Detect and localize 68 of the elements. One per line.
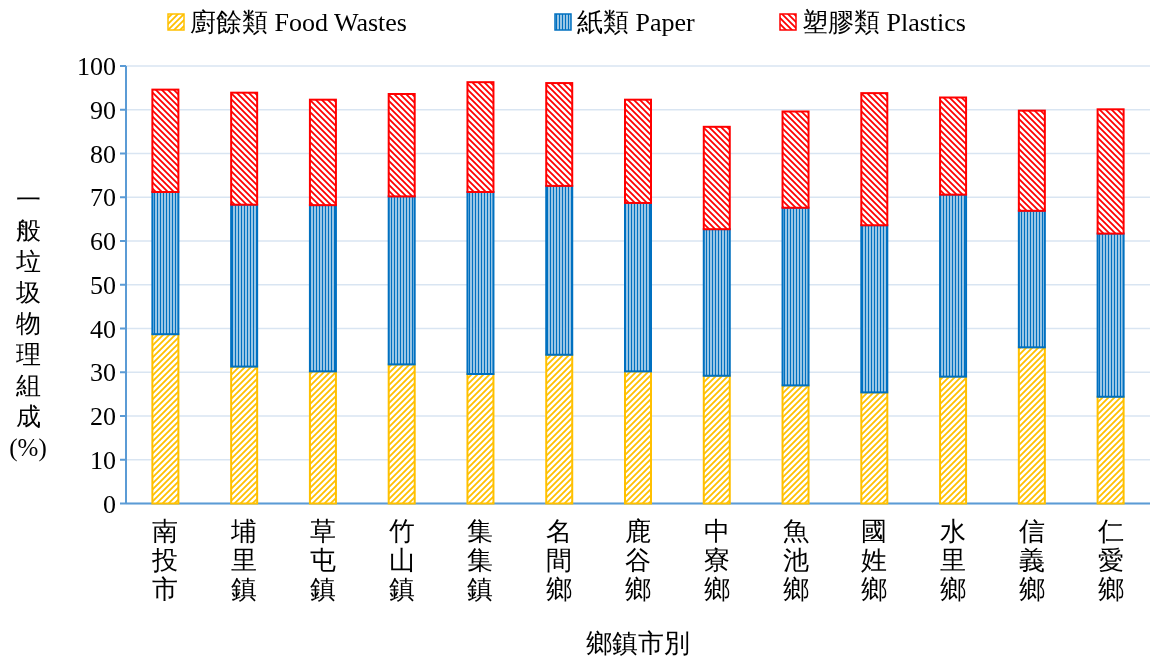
y-tick-label: 10 [90, 445, 116, 475]
y-tick-label: 30 [90, 358, 116, 388]
bar [308, 98, 337, 207]
bar [624, 201, 652, 373]
x-tick-label: 魚池鄉 [782, 517, 809, 604]
bar [1096, 232, 1125, 398]
bar [308, 204, 337, 373]
bar [939, 375, 968, 505]
bar [545, 353, 574, 505]
bar [702, 228, 731, 377]
bar [387, 93, 416, 198]
bar [308, 370, 337, 505]
x-tick-label: 水里鄉 [940, 517, 967, 604]
bar [1017, 346, 1046, 505]
bar [466, 373, 495, 505]
x-tick-label: 埔里鎮 [230, 517, 258, 604]
legend-label: 廚餘類 Food Wastes [190, 8, 407, 37]
bar [1017, 109, 1046, 212]
y-tick-label: 50 [90, 270, 116, 300]
bar [466, 191, 495, 375]
x-tick-label: 仁愛鄉 [1096, 517, 1124, 604]
bar [151, 191, 180, 336]
x-tick-label: 竹山鎮 [388, 517, 415, 604]
bar [624, 370, 652, 505]
bar [702, 374, 731, 505]
x-tick-label: 草屯鎮 [309, 517, 336, 604]
bar [860, 224, 889, 394]
bar [781, 384, 810, 505]
legend-label: 紙類 Paper [577, 8, 696, 37]
bar [860, 92, 889, 227]
bar [151, 88, 180, 193]
bar [1017, 209, 1046, 349]
y-tick-label: 100 [77, 52, 116, 81]
legend-label: 塑膠類 Plastics [802, 8, 966, 37]
y-tick-label: 40 [90, 314, 116, 344]
bar [545, 82, 574, 187]
bar [387, 363, 416, 505]
y-tick-label: 0 [103, 489, 116, 519]
y-tick-label: 70 [90, 183, 116, 213]
x-tick-label: 信義鄉 [1018, 517, 1045, 604]
bar [230, 365, 259, 505]
bar [230, 91, 259, 206]
y-tick-label: 60 [90, 227, 116, 256]
x-tick-label: 國姓鄉 [861, 517, 888, 604]
x-axis-title: 鄉鎮市別 [586, 629, 690, 658]
bar [230, 203, 259, 368]
bar [781, 206, 810, 387]
x-tick-label: 中寮鄉 [703, 517, 730, 604]
bar [1096, 395, 1125, 505]
x-tick-label: 南投市 [151, 517, 179, 604]
bar [466, 81, 495, 193]
bar [860, 391, 889, 505]
bar [939, 193, 968, 378]
x-tick-label: 集集鎮 [467, 517, 494, 604]
bar [151, 333, 180, 505]
text: 一般垃圾物理組成(%) [9, 186, 47, 461]
y-tick-label: 90 [90, 95, 116, 125]
bar [781, 110, 810, 209]
x-tick-label: 鹿谷鄉 [625, 517, 651, 604]
y-tick-label: 20 [90, 402, 116, 431]
bar [545, 184, 574, 356]
bar [702, 125, 731, 231]
x-tick-label: 名間鄉 [546, 517, 573, 604]
bar [624, 98, 652, 204]
y-tick-label: 80 [90, 139, 116, 169]
bar [1096, 108, 1125, 235]
bar [387, 195, 416, 366]
bar [939, 96, 968, 196]
